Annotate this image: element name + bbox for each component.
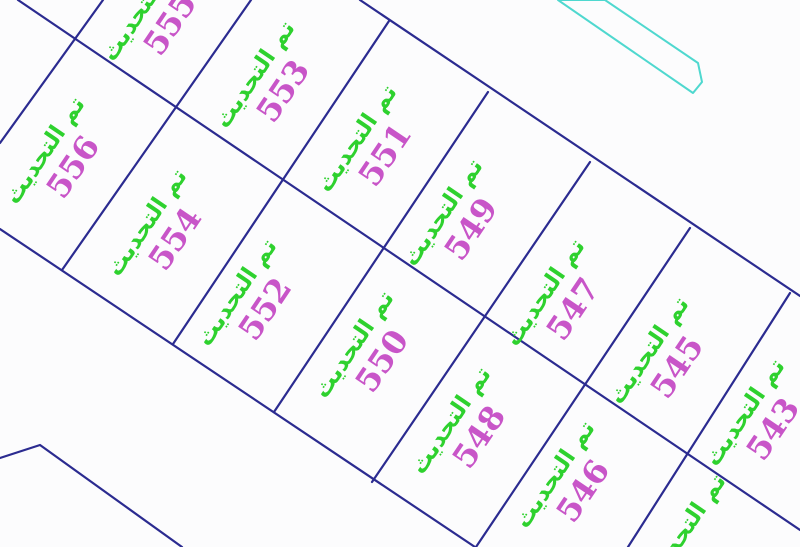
adjacent-block-corner-line — [0, 443, 184, 547]
parcel-divider-line-557-555 — [0, 0, 105, 145]
parcel-divider-line-549-547 — [370, 160, 592, 484]
parcel-divider-line-553-551 — [171, 19, 391, 346]
road-outline — [557, 0, 703, 94]
parcel-status-text: تم التحديث — [641, 469, 732, 547]
block-top-boundary-line — [358, 0, 800, 298]
parcel-partial-13[interactable]: تم التحديث — [641, 469, 732, 547]
parcel-divider-line-555-553 — [60, 0, 253, 272]
block-row-divider-line — [16, 0, 800, 532]
block-bottom-boundary-line — [0, 227, 477, 547]
parcel-divider-line-551-549 — [272, 90, 490, 414]
parcel-divider-line-547-545 — [474, 226, 692, 547]
parcel-divider-line-545-543 — [626, 291, 792, 547]
